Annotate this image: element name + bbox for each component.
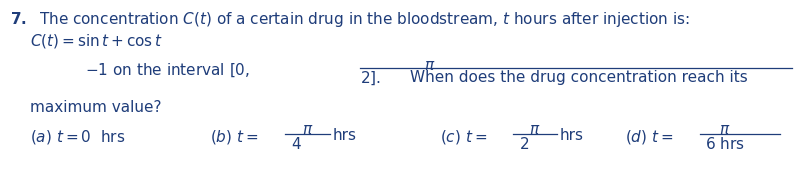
Text: $2].$: $2].$ <box>360 70 381 87</box>
Text: $\pi$: $\pi$ <box>302 122 314 137</box>
Text: $(a)$ $t = 0$  hrs: $(a)$ $t = 0$ hrs <box>30 128 125 146</box>
Text: $(d)$ $t =$: $(d)$ $t =$ <box>625 128 674 146</box>
Text: $(b)$ $t =$: $(b)$ $t =$ <box>210 128 258 146</box>
Text: maximum value?: maximum value? <box>30 100 161 115</box>
Text: $C(t) = \sin t + \cos t$: $C(t) = \sin t + \cos t$ <box>30 32 163 50</box>
Text: hrs: hrs <box>560 128 584 143</box>
Text: $4$: $4$ <box>290 136 302 152</box>
Text: $(c)$ $t =$: $(c)$ $t =$ <box>440 128 487 146</box>
Text: $6$ hrs: $6$ hrs <box>705 136 745 152</box>
Text: $2$: $2$ <box>519 136 529 152</box>
Text: When does the drug concentration reach its: When does the drug concentration reach i… <box>410 70 747 85</box>
Text: $-1$ on the interval $[0,$: $-1$ on the interval $[0,$ <box>85 62 250 79</box>
Text: hrs: hrs <box>333 128 357 143</box>
Text: $\pi$: $\pi$ <box>529 122 541 137</box>
Text: $\mathbf{7.}$  The concentration $C(t)$ of a certain drug in the bloodstream, $t: $\mathbf{7.}$ The concentration $C(t)$ o… <box>10 10 690 29</box>
Text: $\pi$: $\pi$ <box>424 58 435 73</box>
Text: $\pi$: $\pi$ <box>719 122 731 137</box>
